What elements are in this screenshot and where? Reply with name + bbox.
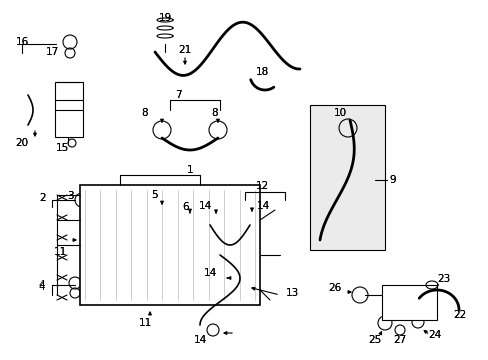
Bar — [80, 185, 260, 305]
Text: 6: 6 — [183, 202, 189, 212]
Text: 5: 5 — [151, 190, 158, 200]
Text: 11: 11 — [53, 247, 66, 257]
Text: 12: 12 — [255, 181, 268, 191]
Text: 26: 26 — [328, 283, 341, 293]
Text: 14: 14 — [198, 201, 211, 211]
Text: 15: 15 — [55, 143, 68, 153]
Text: 26: 26 — [328, 283, 341, 293]
Bar — [55, 82, 83, 137]
Text: 22: 22 — [452, 310, 466, 320]
Text: 17: 17 — [45, 47, 59, 57]
Text: 27: 27 — [392, 335, 406, 345]
Text: 10: 10 — [333, 108, 346, 118]
Text: 25: 25 — [367, 335, 381, 345]
Text: 14: 14 — [193, 335, 206, 345]
Text: 14: 14 — [203, 268, 216, 278]
Text: 14: 14 — [193, 335, 206, 345]
Text: 1: 1 — [186, 165, 193, 175]
Text: 12: 12 — [255, 181, 268, 191]
Bar — [381, 285, 436, 320]
Text: 14: 14 — [198, 201, 211, 211]
Text: 2: 2 — [40, 193, 46, 203]
Text: 16: 16 — [15, 37, 29, 47]
Bar — [309, 105, 384, 250]
Text: 8: 8 — [142, 108, 148, 118]
Text: 18: 18 — [255, 67, 268, 77]
Text: 8: 8 — [211, 108, 218, 118]
Text: 24: 24 — [427, 330, 441, 340]
Text: 7: 7 — [174, 90, 181, 100]
Text: 23: 23 — [436, 274, 450, 284]
Text: 9: 9 — [389, 175, 395, 185]
Text: 3: 3 — [66, 191, 73, 201]
Text: 11: 11 — [138, 318, 151, 328]
Text: 23: 23 — [436, 274, 450, 284]
Text: 27: 27 — [392, 335, 406, 345]
Text: 10: 10 — [333, 108, 346, 118]
Text: 20: 20 — [16, 138, 28, 148]
Text: 15: 15 — [55, 143, 68, 153]
Text: 3: 3 — [66, 191, 73, 201]
Text: 2: 2 — [40, 193, 46, 203]
Text: 5: 5 — [151, 190, 158, 200]
Text: 13: 13 — [285, 288, 298, 298]
Text: 8: 8 — [211, 108, 218, 118]
Text: 4: 4 — [39, 282, 45, 292]
Text: 16: 16 — [15, 37, 29, 47]
Text: 9: 9 — [389, 175, 395, 185]
Text: 7: 7 — [174, 90, 181, 100]
Text: 21: 21 — [178, 45, 191, 55]
Text: 24: 24 — [427, 330, 441, 340]
Text: 25: 25 — [367, 335, 381, 345]
Text: 13: 13 — [285, 288, 298, 298]
Text: 1: 1 — [186, 165, 193, 175]
Text: 11: 11 — [138, 318, 151, 328]
Text: 14: 14 — [203, 268, 216, 278]
Text: 21: 21 — [178, 45, 191, 55]
Text: 18: 18 — [255, 67, 268, 77]
Text: 19: 19 — [158, 13, 171, 23]
Text: 4: 4 — [39, 280, 45, 290]
Text: 11: 11 — [53, 247, 66, 257]
Text: 17: 17 — [45, 47, 59, 57]
Text: 14: 14 — [256, 201, 269, 211]
Text: 22: 22 — [452, 310, 466, 320]
Text: 14: 14 — [256, 201, 269, 211]
Text: 6: 6 — [183, 202, 189, 212]
Text: 8: 8 — [142, 108, 148, 118]
Text: 20: 20 — [16, 138, 28, 148]
Text: 19: 19 — [158, 13, 171, 23]
